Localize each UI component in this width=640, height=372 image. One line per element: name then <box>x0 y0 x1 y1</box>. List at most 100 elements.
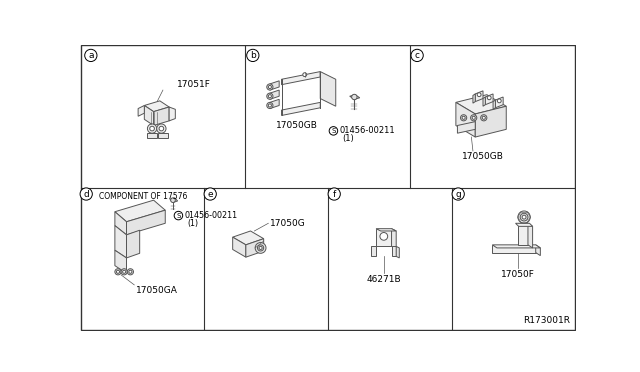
Polygon shape <box>320 71 336 106</box>
Polygon shape <box>518 223 528 245</box>
Polygon shape <box>456 95 506 114</box>
Polygon shape <box>246 239 264 257</box>
Circle shape <box>380 232 388 240</box>
Polygon shape <box>371 246 376 256</box>
Text: b: b <box>250 51 256 60</box>
Circle shape <box>255 243 266 253</box>
Text: e: e <box>207 189 213 199</box>
Circle shape <box>150 126 154 131</box>
Circle shape <box>159 126 164 131</box>
Polygon shape <box>492 245 536 253</box>
Polygon shape <box>115 212 127 235</box>
Circle shape <box>268 86 271 89</box>
Text: c: c <box>415 51 420 60</box>
Circle shape <box>477 93 481 97</box>
Polygon shape <box>169 107 175 121</box>
Circle shape <box>267 84 273 90</box>
Polygon shape <box>536 245 540 256</box>
Circle shape <box>123 270 125 273</box>
Circle shape <box>461 115 467 121</box>
Circle shape <box>462 116 465 119</box>
Text: 17050GB: 17050GB <box>462 152 504 161</box>
Circle shape <box>171 198 175 202</box>
Text: 17051F: 17051F <box>177 80 211 89</box>
Polygon shape <box>516 223 532 226</box>
Text: S: S <box>332 128 335 134</box>
Text: 17050G: 17050G <box>270 219 306 228</box>
Polygon shape <box>492 245 540 248</box>
Polygon shape <box>485 94 493 105</box>
Polygon shape <box>270 90 279 99</box>
Circle shape <box>127 269 134 275</box>
Circle shape <box>147 124 157 133</box>
Polygon shape <box>476 106 506 137</box>
Text: (1): (1) <box>342 134 354 143</box>
Polygon shape <box>270 99 279 109</box>
Text: f: f <box>333 189 336 199</box>
Circle shape <box>518 211 531 223</box>
Polygon shape <box>396 246 399 258</box>
Text: 17050GB: 17050GB <box>276 121 318 130</box>
Circle shape <box>497 99 501 103</box>
Circle shape <box>268 95 271 98</box>
Polygon shape <box>154 107 169 125</box>
Text: COMPONENT OF 17576: COMPONENT OF 17576 <box>99 192 188 201</box>
Text: 17050F: 17050F <box>501 270 535 279</box>
Polygon shape <box>145 101 169 112</box>
Polygon shape <box>115 200 165 222</box>
Circle shape <box>520 213 528 221</box>
Polygon shape <box>147 133 157 138</box>
Polygon shape <box>456 102 476 137</box>
Circle shape <box>259 246 262 250</box>
Polygon shape <box>138 106 145 116</box>
Polygon shape <box>473 94 476 103</box>
Circle shape <box>522 215 526 219</box>
Polygon shape <box>145 106 154 125</box>
Polygon shape <box>392 229 396 249</box>
Text: R173001R: R173001R <box>523 316 570 325</box>
Polygon shape <box>127 210 165 235</box>
Circle shape <box>121 269 127 275</box>
Polygon shape <box>115 250 127 273</box>
Polygon shape <box>392 246 396 256</box>
Polygon shape <box>233 237 246 257</box>
Circle shape <box>267 93 273 99</box>
Text: a: a <box>88 51 93 60</box>
Circle shape <box>115 269 121 275</box>
Polygon shape <box>483 97 485 106</box>
Polygon shape <box>115 225 127 258</box>
Circle shape <box>470 115 477 121</box>
Polygon shape <box>349 95 360 99</box>
Circle shape <box>129 270 132 273</box>
Text: g: g <box>455 189 461 199</box>
Polygon shape <box>127 230 140 258</box>
Text: 17050GA: 17050GA <box>136 286 178 295</box>
Polygon shape <box>233 231 264 245</box>
Polygon shape <box>282 102 320 115</box>
Circle shape <box>481 115 487 121</box>
Polygon shape <box>376 229 396 231</box>
Polygon shape <box>495 97 503 108</box>
Circle shape <box>157 124 166 133</box>
Text: 01456-00211: 01456-00211 <box>340 126 396 135</box>
Polygon shape <box>270 81 279 90</box>
Polygon shape <box>170 198 178 202</box>
Circle shape <box>487 96 491 100</box>
Circle shape <box>116 270 120 273</box>
Polygon shape <box>376 229 392 246</box>
Polygon shape <box>493 100 495 109</box>
Polygon shape <box>458 122 476 133</box>
Text: 01456-00211: 01456-00211 <box>184 211 237 220</box>
FancyBboxPatch shape <box>81 45 575 330</box>
Text: S: S <box>176 212 180 219</box>
Text: 46271B: 46271B <box>367 275 401 284</box>
Circle shape <box>472 116 476 119</box>
Circle shape <box>303 73 307 77</box>
Polygon shape <box>282 71 320 85</box>
Circle shape <box>351 94 357 100</box>
Polygon shape <box>158 133 168 138</box>
Circle shape <box>268 104 271 107</box>
Polygon shape <box>528 223 532 248</box>
Circle shape <box>257 245 264 251</box>
Text: d: d <box>83 189 89 199</box>
